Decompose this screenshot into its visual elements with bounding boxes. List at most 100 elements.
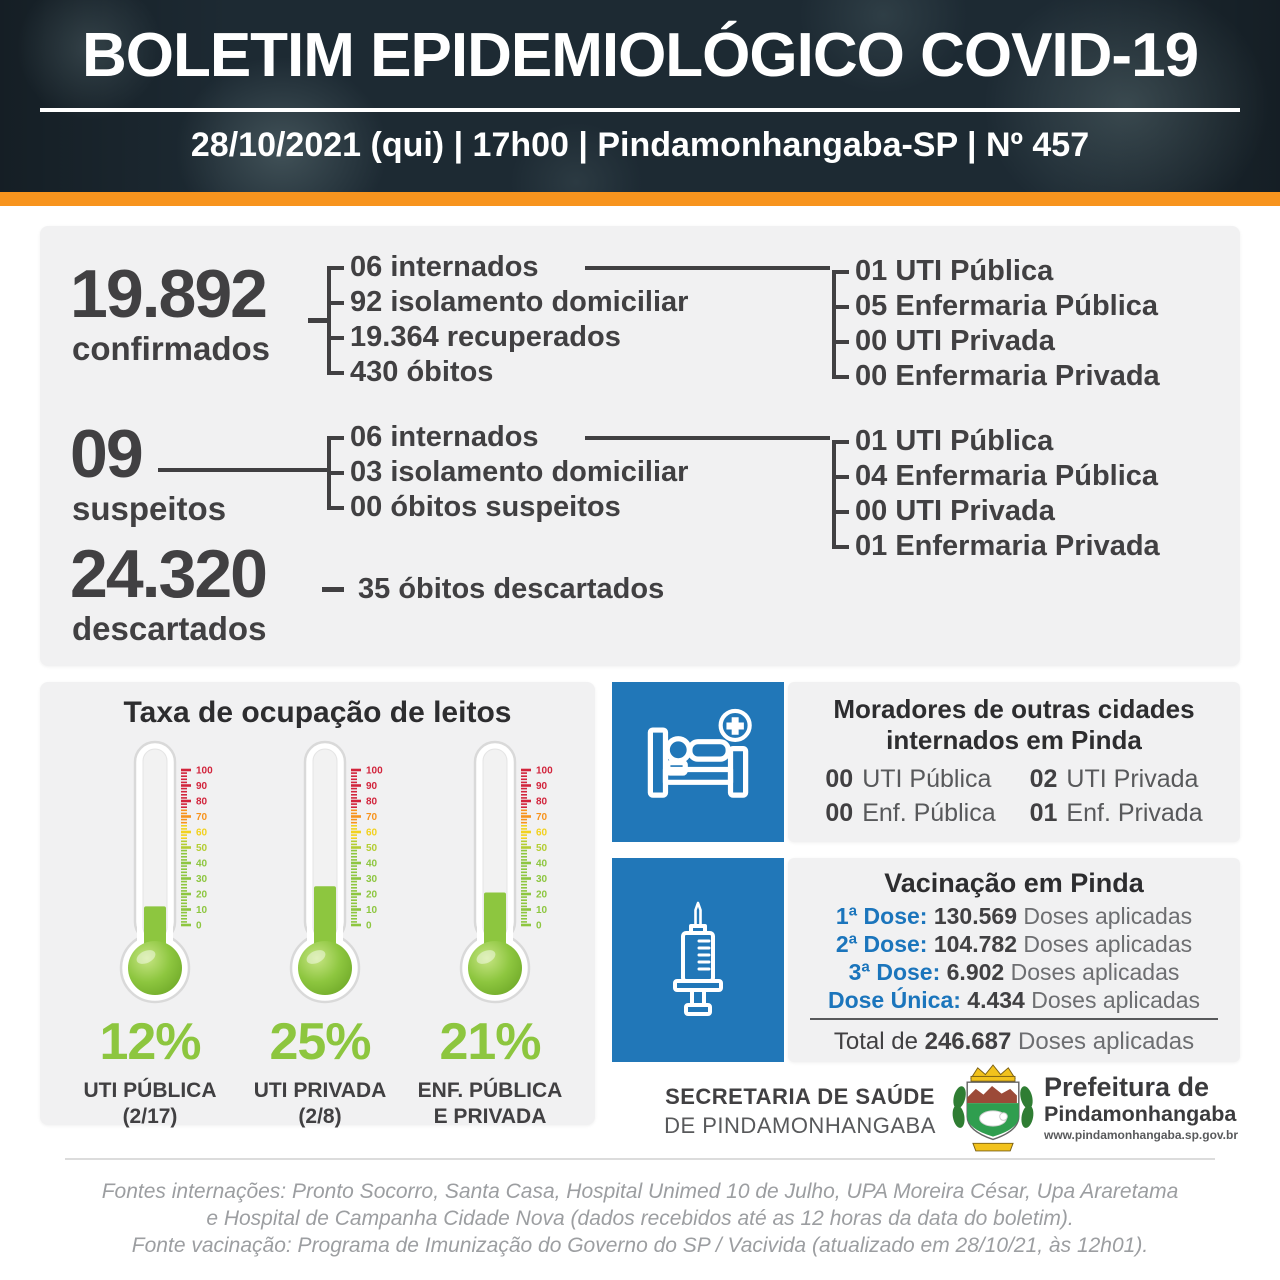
svg-text:80: 80 (536, 797, 548, 808)
discarded-label: descartados (72, 610, 267, 647)
dose-line: Dose Única: 4.434 Doses aplicadas (788, 986, 1240, 1014)
vaccination-total: Total de 246.687 Doses aplicadas (788, 1028, 1240, 1056)
dose-value: 104.782 (933, 931, 1017, 957)
hospitalization-item: 00 UTI Privada (832, 494, 1160, 529)
gauge-label-line: E PRIVADA (433, 1105, 547, 1128)
suspected-label: suspeitos (72, 490, 227, 527)
bed-stat-value: 01 (1029, 799, 1058, 827)
occupancy-percent: 12% (99, 1013, 201, 1071)
svg-text:20: 20 (536, 890, 548, 901)
svg-text:100: 100 (196, 766, 213, 777)
hospitalization-item: 01 UTI Pública (832, 424, 1160, 459)
connector-dash (322, 587, 344, 592)
suspected-count: 09 (70, 416, 144, 492)
thermometer: 0 10 20 30 40 50 60 70 80 90 100 (287, 740, 437, 1010)
occupancy-percent: 21% (439, 1013, 541, 1071)
out-of-town-title: Moradores de outras cidades internados e… (788, 694, 1240, 756)
thermometer: 0 10 20 30 40 50 60 70 80 90 100 (117, 740, 267, 1010)
brand-line2: Pindamonhangaba (1044, 1102, 1237, 1127)
dose-suffix: Doses aplicadas (1023, 903, 1193, 929)
data-sources: Fontes internações: Pronto Socorro, Sant… (0, 1178, 1280, 1259)
gauge-label-line: (2/8) (298, 1105, 342, 1128)
bed-stat-label: UTI Pública (862, 765, 992, 793)
svg-text:80: 80 (366, 797, 378, 808)
dose-label: 3ª Dose: (848, 959, 941, 985)
svg-text:0: 0 (536, 921, 542, 932)
occupancy-gauge-label: ENF. PÚBLICA E PRIVADA (390, 1078, 590, 1130)
suspected-breakdown-list: 06 internados 03 isolamento domiciliar 0… (326, 420, 688, 525)
header-divider (40, 108, 1240, 112)
dose-value: 6.902 (946, 959, 1005, 985)
city-hall-brand: Prefeitura de Pindamonhangaba www.pindam… (950, 1058, 1238, 1156)
connector-line (585, 436, 830, 440)
gauge-label-line: ENF. PÚBLICA (417, 1079, 563, 1102)
confirmed-label: confirmados (72, 330, 271, 367)
vaccination-dose-list: 1ª Dose: 130.569 Doses aplicadas 2ª Dose… (788, 902, 1240, 1014)
vaccination-panel: Vacinação em Pinda 1ª Dose: 130.569 Dose… (788, 858, 1240, 1062)
city-coat-of-arms (952, 1064, 1034, 1152)
dose-line: 3ª Dose: 6.902 Doses aplicadas (788, 958, 1240, 986)
dose-suffix: Doses aplicadas (1010, 959, 1180, 985)
connector-line (158, 468, 327, 472)
hospitalization-item: 05 Enfermaria Pública (832, 290, 1159, 322)
dose-suffix: Doses aplicadas (1023, 931, 1193, 957)
occupancy-title: Taxa de ocupação de leitos (123, 696, 512, 729)
syringe-icon (673, 901, 723, 1016)
svg-text:50: 50 (196, 843, 208, 854)
svg-text:10: 10 (366, 905, 378, 916)
dose-label: 1ª Dose: (835, 903, 928, 929)
dose-line: 2ª Dose: 104.782 Doses aplicadas (788, 930, 1240, 958)
svg-text:40: 40 (366, 859, 378, 870)
svg-text:0: 0 (366, 921, 372, 932)
breakdown-item: 06 internados (326, 250, 688, 285)
dose-line: 1ª Dose: 130.569 Doses aplicadas (788, 902, 1240, 930)
discarded-count: 24.320 (70, 536, 268, 612)
gauge-label-line: (2/17) (122, 1105, 178, 1128)
svg-text:90: 90 (196, 781, 208, 792)
confirmed-breakdown-list: 06 internados 92 isolamento domiciliar 1… (326, 250, 688, 390)
svg-text:10: 10 (196, 905, 208, 916)
svg-text:90: 90 (366, 781, 378, 792)
occupancy-gauge-label: UTI PÚBLICA (2/17) (50, 1078, 250, 1130)
dose-value: 130.569 (933, 903, 1017, 929)
vaccination-title: Vacinação em Pinda (884, 868, 1144, 898)
dose-label: 2ª Dose: (835, 931, 928, 957)
bed-stat-item: 02 UTI Privada (1030, 764, 1203, 794)
title-line: internados em Pinda (886, 725, 1142, 755)
cases-summary-panel: 19.892 confirmados 06 internados 92 isol… (40, 226, 1240, 666)
syringe-tile (612, 858, 784, 1062)
svg-text:70: 70 (536, 812, 548, 823)
confirmed-count: 19.892 (70, 256, 268, 332)
bed-stat-value: 00 (825, 799, 854, 827)
hospitalization-item: 01 UTI Pública (832, 254, 1160, 289)
breakdown-item: 00 óbitos suspeitos (326, 490, 688, 525)
hospital-bed-icon (647, 708, 752, 798)
brand-url: www.pindamonhangaba.sp.gov.br (1044, 1127, 1239, 1142)
accent-bar (0, 192, 1280, 206)
brand-line1: Prefeitura de (1044, 1071, 1210, 1102)
source-line: Fonte vacinação: Programa de Imunização … (131, 1234, 1149, 1257)
svg-text:20: 20 (366, 890, 378, 901)
footer-divider (65, 1158, 1215, 1160)
svg-text:20: 20 (196, 890, 208, 901)
bed-stat-item: 00 Enf. Pública (825, 798, 995, 828)
dose-label: Dose Única: (827, 987, 961, 1013)
hospitalization-item: 00 UTI Privada (832, 324, 1160, 359)
page-title: BOLETIM EPIDEMIOLÓGICO COVID-19 (81, 21, 1199, 90)
svg-text:40: 40 (196, 859, 208, 870)
bed-stat-label: Enf. Pública (862, 799, 996, 827)
discarded-deaths-note: 35 óbitos descartados (358, 573, 665, 605)
svg-text:100: 100 (366, 766, 383, 777)
medical-cross (726, 717, 744, 735)
svg-text:0: 0 (196, 921, 202, 932)
dose-value: 4.434 (967, 987, 1025, 1013)
bed-stat-label: Enf. Privada (1066, 799, 1203, 827)
out-of-town-grid: 00 UTI Pública 02 UTI Privada 00 Enf. Públi… (788, 764, 1240, 828)
bed-stat-value: 00 (825, 765, 854, 793)
svg-text:30: 30 (536, 874, 548, 885)
connector-line (585, 266, 830, 270)
svg-text:30: 30 (196, 874, 208, 885)
occupancy-percent: 25% (269, 1013, 371, 1071)
total-suffix: Doses aplicadas (1018, 1028, 1195, 1055)
header-banner: BOLETIM EPIDEMIOLÓGICO COVID-19 28/10/20… (0, 0, 1280, 192)
